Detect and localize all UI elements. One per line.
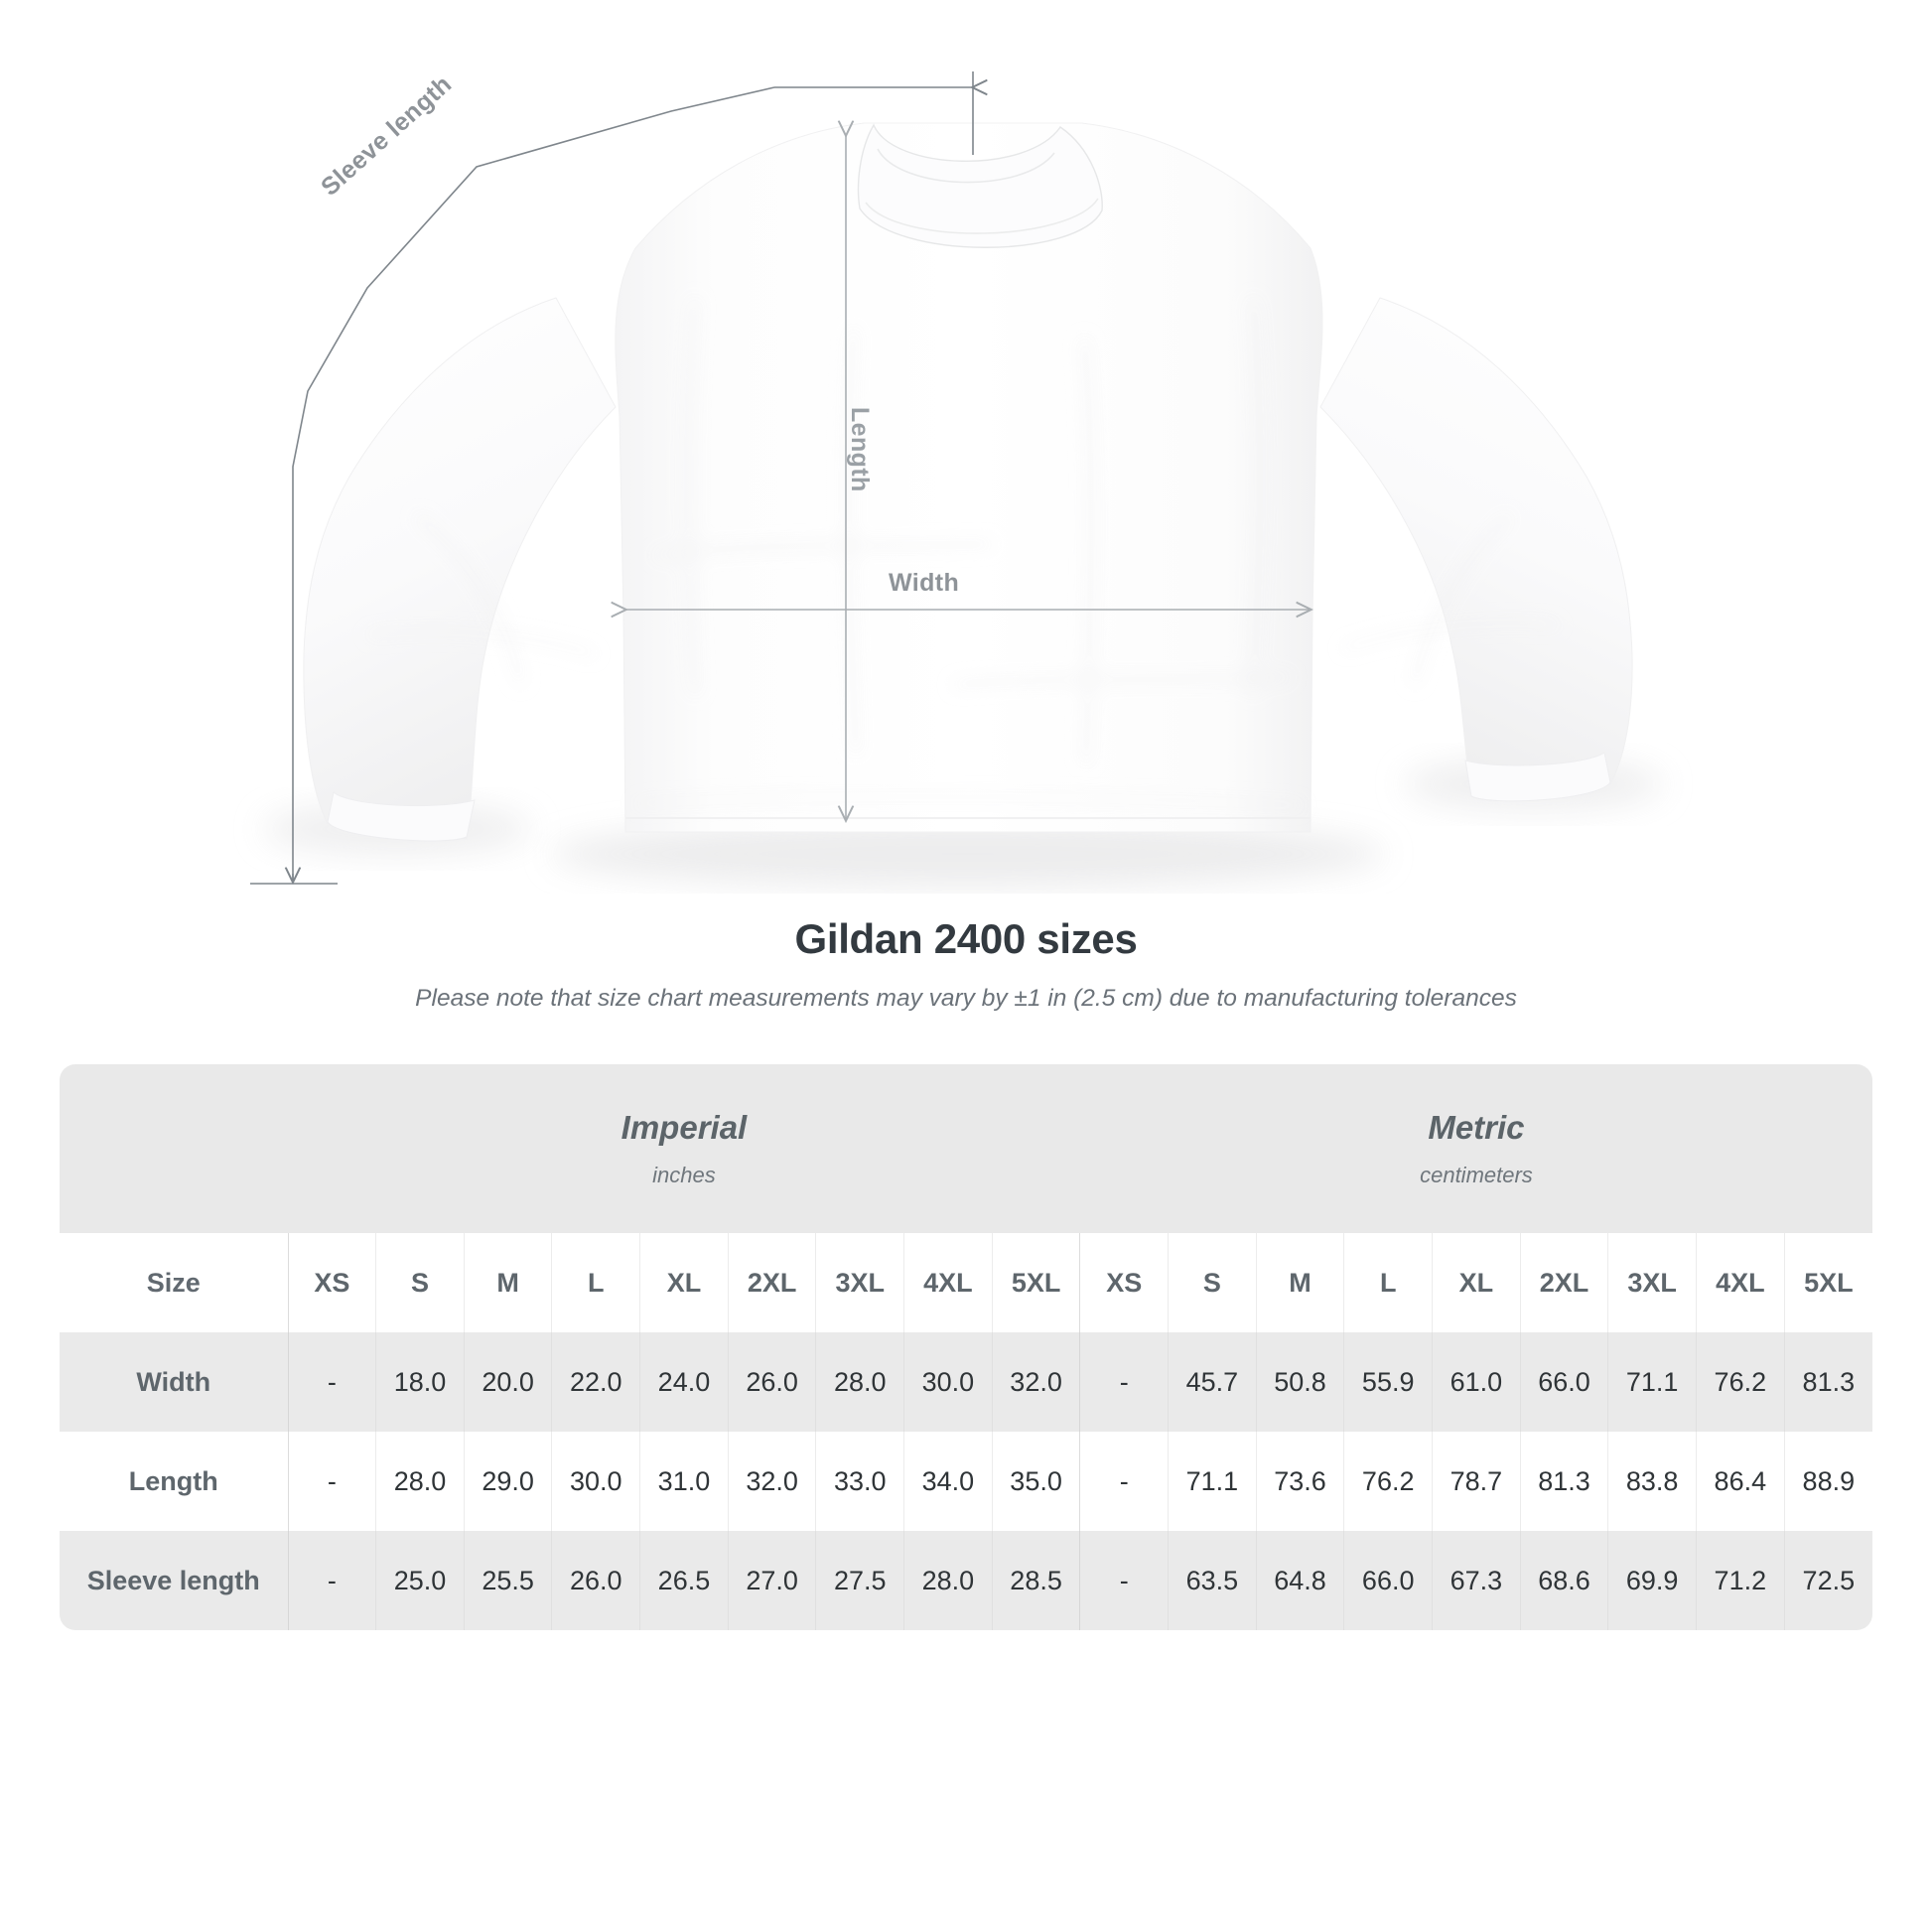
size-header-imperial-4xl: 4XL	[903, 1233, 993, 1332]
sleeve-imperial-5xl: 28.5	[991, 1531, 1080, 1630]
size-header-imperial-xs: XS	[287, 1233, 376, 1332]
size-header-metric-s: S	[1168, 1233, 1257, 1332]
length-imperial-s: 28.0	[375, 1432, 465, 1531]
size-header-imperial-3xl: 3XL	[815, 1233, 904, 1332]
width-imperial-l: 22.0	[551, 1332, 640, 1432]
sleeve-imperial-2xl: 27.0	[727, 1531, 816, 1630]
size-header-metric-m: M	[1255, 1233, 1344, 1332]
width-diagram-label: Width	[889, 569, 960, 597]
sleeve-metric-5xl: 72.5	[1783, 1531, 1872, 1630]
size-header-metric-5xl: 5XL	[1783, 1233, 1872, 1332]
width-metric-xl: 61.0	[1432, 1332, 1521, 1432]
length-metric-m: 73.6	[1255, 1432, 1344, 1531]
sleeve-imperial-xl: 26.5	[639, 1531, 729, 1630]
length-imperial-l: 30.0	[551, 1432, 640, 1531]
length-imperial-xl: 31.0	[639, 1432, 729, 1531]
sleeve-metric-xs: -	[1079, 1531, 1169, 1630]
sleeve-metric-s: 63.5	[1168, 1531, 1257, 1630]
sleeve-metric-3xl: 69.9	[1607, 1531, 1697, 1630]
garment-illustration	[250, 71, 1663, 888]
size-header-metric-4xl: 4XL	[1696, 1233, 1785, 1332]
length-metric-4xl: 86.4	[1696, 1432, 1785, 1531]
size-header-imperial-s: S	[375, 1233, 465, 1332]
width-metric-5xl: 81.3	[1783, 1332, 1872, 1432]
imperial-unit: inches	[652, 1163, 716, 1187]
width-imperial-5xl: 32.0	[991, 1332, 1080, 1432]
sleeve-metric-4xl: 71.2	[1696, 1531, 1785, 1630]
width-imperial-s: 18.0	[375, 1332, 465, 1432]
unit-header-imperial: Imperial inches	[288, 1064, 1080, 1233]
unit-header-spacer	[60, 1064, 288, 1233]
size-header-metric-l: L	[1343, 1233, 1433, 1332]
page-title: Gildan 2400 sizes	[794, 915, 1138, 962]
length-metric-3xl: 83.8	[1607, 1432, 1697, 1531]
size-header-imperial-l: L	[551, 1233, 640, 1332]
width-metric-xs: -	[1079, 1332, 1169, 1432]
width-metric-2xl: 66.0	[1519, 1332, 1608, 1432]
table-row: Width - 18.0 20.0 22.0 24.0 26.0 28.0 30…	[60, 1332, 1872, 1432]
row-label-width: Width	[60, 1332, 288, 1432]
sleeve-metric-l: 66.0	[1343, 1531, 1433, 1630]
length-metric-l: 76.2	[1343, 1432, 1433, 1531]
length-diagram-label: Length	[846, 407, 874, 492]
size-header-metric-xs: XS	[1079, 1233, 1169, 1332]
length-metric-5xl: 88.9	[1783, 1432, 1872, 1531]
width-metric-4xl: 76.2	[1696, 1332, 1785, 1432]
title-block: Gildan 2400 sizes Please note that size …	[0, 915, 1932, 1013]
size-header-row: Size XS S M L XL 2XL 3XL 4XL 5XL XS S M …	[60, 1233, 1872, 1332]
row-label-sleeve-length: Sleeve length	[60, 1531, 288, 1630]
sleeve-metric-2xl: 68.6	[1519, 1531, 1608, 1630]
width-metric-s: 45.7	[1168, 1332, 1257, 1432]
length-imperial-3xl: 33.0	[815, 1432, 904, 1531]
unit-header-row: Imperial inches Metric centimeters	[60, 1064, 1872, 1233]
size-header-metric-2xl: 2XL	[1519, 1233, 1608, 1332]
size-header-metric-3xl: 3XL	[1607, 1233, 1697, 1332]
width-metric-3xl: 71.1	[1607, 1332, 1697, 1432]
length-imperial-m: 29.0	[463, 1432, 552, 1531]
table-row: Sleeve length - 25.0 25.5 26.0 26.5 27.0…	[60, 1531, 1872, 1630]
width-imperial-xs: -	[287, 1332, 376, 1432]
sleeve-imperial-m: 25.5	[463, 1531, 552, 1630]
size-header-imperial-5xl: 5XL	[991, 1233, 1080, 1332]
table-row: Length - 28.0 29.0 30.0 31.0 32.0 33.0 3…	[60, 1432, 1872, 1531]
sleeve-imperial-xs: -	[287, 1531, 376, 1630]
size-header-metric-xl: XL	[1432, 1233, 1521, 1332]
width-imperial-2xl: 26.0	[727, 1332, 816, 1432]
sleeve-imperial-3xl: 27.5	[815, 1531, 904, 1630]
width-imperial-xl: 24.0	[639, 1332, 729, 1432]
size-header-imperial-xl: XL	[639, 1233, 729, 1332]
length-metric-xl: 78.7	[1432, 1432, 1521, 1531]
length-imperial-5xl: 35.0	[991, 1432, 1080, 1531]
metric-unit: centimeters	[1420, 1163, 1533, 1187]
metric-label: Metric	[1428, 1109, 1525, 1146]
sleeve-imperial-l: 26.0	[551, 1531, 640, 1630]
row-label-length: Length	[60, 1432, 288, 1531]
size-table: Imperial inches Metric centimeters Size …	[60, 1064, 1872, 1630]
length-imperial-xs: -	[287, 1432, 376, 1531]
length-imperial-2xl: 32.0	[727, 1432, 816, 1531]
width-imperial-4xl: 30.0	[903, 1332, 993, 1432]
size-header-imperial-2xl: 2XL	[727, 1233, 816, 1332]
width-imperial-m: 20.0	[463, 1332, 552, 1432]
width-metric-l: 55.9	[1343, 1332, 1433, 1432]
length-imperial-4xl: 34.0	[903, 1432, 993, 1531]
imperial-label: Imperial	[621, 1109, 748, 1146]
size-row-label: Size	[60, 1233, 288, 1332]
unit-header-metric: Metric centimeters	[1079, 1064, 1872, 1233]
size-header-imperial-m: M	[463, 1233, 552, 1332]
garment-diagram: Sleeve length Length Width	[0, 0, 1932, 894]
width-imperial-3xl: 28.0	[815, 1332, 904, 1432]
length-metric-2xl: 81.3	[1519, 1432, 1608, 1531]
length-metric-s: 71.1	[1168, 1432, 1257, 1531]
width-metric-m: 50.8	[1255, 1332, 1344, 1432]
tolerance-note: Please note that size chart measurements…	[415, 985, 1517, 1012]
size-table-wrapper: Imperial inches Metric centimeters Size …	[60, 1064, 1872, 1630]
length-metric-xs: -	[1079, 1432, 1169, 1531]
sleeve-metric-xl: 67.3	[1432, 1531, 1521, 1630]
sleeve-imperial-s: 25.0	[375, 1531, 465, 1630]
sleeve-imperial-4xl: 28.0	[903, 1531, 993, 1630]
sleeve-measure-line	[250, 71, 973, 884]
sleeve-metric-m: 64.8	[1255, 1531, 1344, 1630]
